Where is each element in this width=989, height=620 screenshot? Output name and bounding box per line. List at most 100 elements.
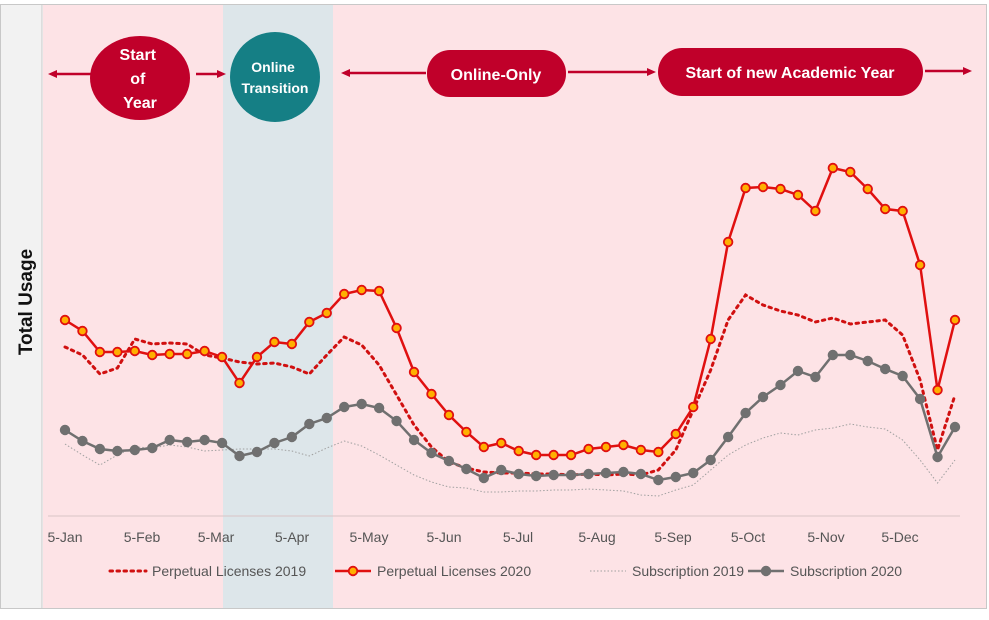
data-point <box>792 189 804 201</box>
data-point <box>845 166 856 178</box>
x-tick-label: 5-Jul <box>503 529 533 545</box>
data-point <box>810 371 821 383</box>
data-point <box>304 316 315 328</box>
data-point <box>269 437 280 449</box>
data-point <box>286 431 298 443</box>
online-transition-line: Online <box>251 59 295 75</box>
y-axis-label: Total Usage <box>16 249 37 355</box>
data-point <box>548 469 559 481</box>
data-point <box>251 446 263 458</box>
data-point <box>408 434 420 446</box>
x-tick-label: 5-May <box>350 529 389 545</box>
data-point <box>321 307 332 319</box>
data-point <box>478 472 490 484</box>
data-point <box>269 336 280 348</box>
data-point <box>722 236 734 248</box>
data-point <box>181 436 193 448</box>
data-point <box>845 349 856 361</box>
x-tick-label: 5-Dec <box>881 529 918 545</box>
data-point <box>426 388 437 400</box>
data-point <box>199 345 210 357</box>
start-of-year-line: of <box>130 71 146 88</box>
data-point <box>216 437 228 449</box>
data-point <box>373 402 385 414</box>
series-line-subscription-2020 <box>64 353 957 482</box>
new-academic-year-badge <box>658 48 923 96</box>
data-point <box>688 401 699 413</box>
data-point <box>635 444 647 456</box>
data-point <box>286 338 298 350</box>
data-point <box>722 431 734 443</box>
x-tick-label: 5-Aug <box>578 529 615 545</box>
data-point <box>688 467 699 479</box>
data-point <box>618 439 629 451</box>
data-point <box>897 370 908 382</box>
y-axis-strip <box>1 5 42 608</box>
data-point <box>164 348 175 360</box>
data-point <box>443 455 455 467</box>
data-point <box>949 421 961 433</box>
data-point <box>862 355 873 367</box>
plot-background <box>43 5 986 608</box>
data-point <box>653 446 664 458</box>
data-point <box>827 162 839 174</box>
data-point <box>408 366 420 378</box>
arrowhead-icon <box>341 69 350 77</box>
arrowhead-icon <box>963 67 972 75</box>
data-point <box>251 351 263 363</box>
arrowhead-icon <box>48 70 57 78</box>
x-tick-label: 5-Feb <box>124 529 161 545</box>
data-point <box>757 181 769 193</box>
data-point <box>94 346 106 358</box>
data-point <box>932 451 943 463</box>
data-point <box>583 443 594 455</box>
legend-label: Perpetual Licenses 2019 <box>152 563 306 579</box>
online-only-label: Online-Only <box>451 67 542 84</box>
data-point <box>705 333 716 345</box>
data-point <box>94 443 106 455</box>
data-point <box>530 470 542 482</box>
online-transition-line: Transition <box>242 80 309 96</box>
data-point <box>496 464 507 476</box>
series-group <box>59 162 961 497</box>
data-point <box>548 449 559 461</box>
data-point <box>775 183 786 195</box>
data-point <box>216 351 228 363</box>
data-point <box>112 346 123 358</box>
arrowhead-icon <box>217 70 226 78</box>
data-point <box>461 426 472 438</box>
legend-label: Subscription 2019 <box>632 563 744 579</box>
svg-text:Online Transition: Online Transition <box>242 59 309 96</box>
data-point <box>932 384 943 396</box>
data-point <box>199 434 210 446</box>
data-point <box>234 450 245 462</box>
data-point <box>321 412 332 424</box>
data-point <box>670 471 681 483</box>
data-point <box>513 468 524 480</box>
data-point <box>443 409 455 421</box>
start-of-year-badge <box>90 36 190 120</box>
data-point <box>879 203 891 215</box>
data-point <box>914 393 926 405</box>
data-point <box>478 441 490 453</box>
data-point <box>129 345 141 357</box>
data-point <box>530 449 542 461</box>
data-point <box>914 259 926 271</box>
data-point <box>775 379 786 391</box>
data-point <box>77 435 88 447</box>
data-point <box>635 468 647 480</box>
data-point <box>147 349 158 361</box>
data-point <box>426 447 437 459</box>
x-tick-label: 5-Oct <box>731 529 765 545</box>
data-point <box>356 398 367 410</box>
data-point <box>583 468 594 480</box>
data-point <box>129 444 141 456</box>
data-point <box>792 365 804 377</box>
data-point <box>356 284 367 296</box>
data-point <box>670 428 681 440</box>
data-point <box>112 445 123 457</box>
data-point <box>653 474 664 486</box>
data-point <box>147 442 158 454</box>
data-point <box>757 391 769 403</box>
data-point <box>740 182 751 194</box>
